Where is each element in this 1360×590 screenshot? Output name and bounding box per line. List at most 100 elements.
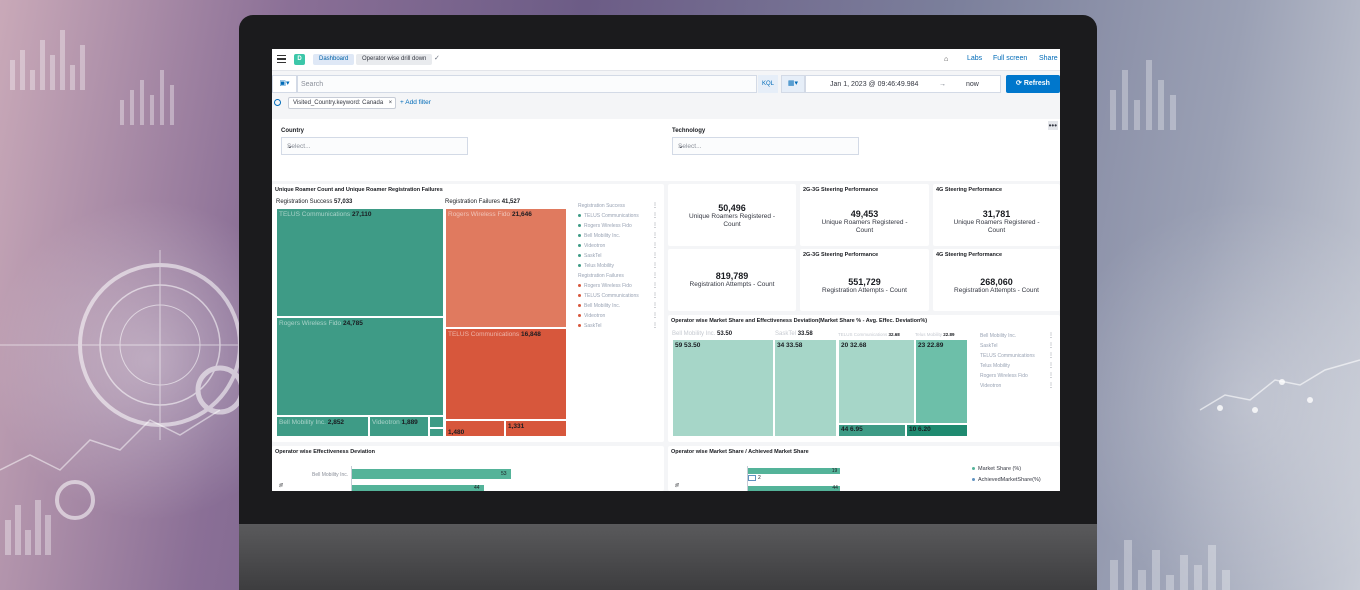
treemap-cell-market[interactable]: 10 6.20 <box>906 424 968 437</box>
treemap-cell-market[interactable]: 59 53.50 <box>672 339 774 437</box>
failure-header-label: Registration Failures <box>445 199 501 205</box>
legend-item[interactable]: AchievedMarketShare(%) <box>972 477 1041 483</box>
legend-item-menu-icons[interactable]: ⋮ ⋮ ⋮ ⋮ ⋮ ⋮ <box>1048 333 1054 389</box>
query-bar: ▣▾ Search KQL ▦▾ Jan 1, 2023 @ 09:46:49.… <box>272 75 1060 95</box>
treemap-cell-market[interactable]: 20 32.68 <box>838 339 915 424</box>
legend-item[interactable]: Rogers Wireless Fido <box>578 223 632 229</box>
search-input[interactable]: Search <box>297 75 757 93</box>
treemap-cell-market[interactable]: 23 22.89 <box>915 339 968 424</box>
filter-bar: Visited_Country.keyword: Canada × + Add … <box>272 97 1060 111</box>
achieved-market-share-bar[interactable] <box>748 475 756 481</box>
treemap-cell-market[interactable]: 34 33.58 <box>774 339 837 437</box>
legend-item-menu-icons[interactable]: ⋮ ⋮ ⋮ ⋮ ⋮ ⋮ ⋮ ⋮ ⋮ ⋮ ⋮ ⋮ ⋮ <box>652 203 658 329</box>
labs-link[interactable]: Labs <box>967 55 983 62</box>
legend-item[interactable]: Market Share (%) <box>972 466 1021 472</box>
treemap-cell-success[interactable]: Rogers Wireless Fido 24,785 <box>276 317 444 416</box>
legend-item[interactable]: SaskTel <box>578 253 602 259</box>
treemap-cell-success[interactable]: Videotron 1,889 <box>369 416 429 437</box>
date-start[interactable]: Jan 1, 2023 @ 09:46:49.984 <box>830 81 919 88</box>
legend-item[interactable]: Bell Mobility Inc. <box>578 303 620 309</box>
axis-unit-label: % <box>279 482 286 488</box>
hud-circle-graphic <box>0 250 245 520</box>
technology-placeholder: Select... <box>678 143 702 150</box>
treemap-cell-failure[interactable]: 1,331 <box>505 420 567 437</box>
effectiveness-bar[interactable] <box>352 485 484 491</box>
market-group-header: Bell Mobility Inc. 53.50 <box>672 331 733 337</box>
legend-item[interactable]: Telus Mobility <box>578 263 614 269</box>
legend-item[interactable]: TELUS Communications <box>578 293 639 299</box>
legend-item-label: Videotron <box>584 243 606 249</box>
glasses-icon[interactable]: ⌂ <box>944 56 949 63</box>
date-range-picker[interactable]: Jan 1, 2023 @ 09:46:49.984 → now <box>805 75 1001 93</box>
legend-item-label: Rogers Wireless Fido <box>584 283 632 289</box>
metric-value: 50,496 <box>718 203 746 213</box>
bar-category-label: Bell Mobility Inc. <box>312 472 349 478</box>
breadcrumb-dashboard[interactable]: Dashboard <box>313 54 355 65</box>
treemap-cell-success[interactable] <box>429 416 444 428</box>
check-icon: ✓ <box>434 55 440 62</box>
treemap-cell-success[interactable]: Bell Mobility Inc. 2,852 <box>276 416 369 437</box>
panel-title: Operator wise Effectiveness Deviation <box>275 449 375 455</box>
legend-item[interactable]: Rogers Wireless Fido <box>980 373 1028 379</box>
treemap-cell-failure[interactable]: Rogers Wireless Fido 21,646 <box>445 208 567 328</box>
chevron-down-icon: ⌄ <box>287 143 293 150</box>
panel-options-icon[interactable]: ••• <box>1047 121 1058 130</box>
treemap-cell-success[interactable]: TELUS Communications 27,110 <box>276 208 444 317</box>
metric-card: 50,496 Unique Roamers Registered - Count <box>668 184 796 246</box>
search-placeholder: Search <box>301 81 324 88</box>
close-icon[interactable]: × <box>388 100 393 106</box>
legend-dot <box>578 294 581 298</box>
app-badge[interactable]: D <box>294 54 305 65</box>
legend-item[interactable]: Rogers Wireless Fido <box>578 283 632 289</box>
legend-dot <box>578 324 581 328</box>
legend-item[interactable]: Videotron <box>578 243 605 249</box>
technology-select[interactable]: Select... ⌄ <box>672 137 859 155</box>
axis-line <box>747 466 748 491</box>
treemap-cell-market[interactable]: 44 6.95 <box>838 424 906 437</box>
add-filter-link[interactable]: + Add filter <box>400 99 431 106</box>
refresh-button[interactable]: ⟳ Refresh <box>1006 75 1060 93</box>
metric-value: 31,781 <box>982 209 1011 219</box>
legend-item[interactable]: TELUS Communications <box>980 353 1035 359</box>
market-share-bar[interactable] <box>748 468 840 474</box>
treemap-cell-success[interactable] <box>429 428 444 437</box>
legend-item[interactable]: Telus Mobility <box>980 363 1011 369</box>
chevron-down-icon: ⌄ <box>678 143 684 150</box>
right-line-graph-points <box>1217 379 1313 413</box>
legend-item[interactable]: Bell Mobility Inc. <box>980 333 1017 339</box>
full-screen-link[interactable]: Full screen <box>993 55 1028 62</box>
legend-item[interactable]: Videotron <box>578 313 605 319</box>
date-end[interactable]: now <box>966 81 979 88</box>
treemap-cell-label: 1,331 <box>508 423 525 430</box>
legend-item-label: SaskTel <box>584 253 602 259</box>
legend-dot <box>578 244 581 248</box>
legend-item[interactable]: Bell Mobility Inc. <box>578 233 620 239</box>
legend-dot <box>578 284 581 288</box>
calendar-icon[interactable]: ▦▾ <box>781 75 805 93</box>
metric-label: Registration Attempts - Count <box>689 281 775 288</box>
bar-value-label: 19 <box>831 468 838 474</box>
panel-title: Operator wise Market Share and Effective… <box>671 318 928 324</box>
legend-item[interactable]: Videotron <box>980 383 1002 389</box>
treemap-cell-label: Rogers Wireless Fido 21,646 <box>448 211 532 218</box>
country-select[interactable]: Select... ⌄ <box>281 137 468 155</box>
treemap-cell-failure[interactable]: 1,480 <box>445 420 505 437</box>
effectiveness-bar[interactable] <box>352 469 511 479</box>
treemap-cell-failure[interactable]: TELUS Communications 16,848 <box>445 328 567 420</box>
filter-pill[interactable]: Visited_Country.keyword: Canada × <box>288 97 397 109</box>
legend-item[interactable]: TELUS Communications <box>578 213 639 219</box>
breadcrumb-current-dashboard: Operator wise drill down <box>356 54 433 65</box>
controls-panel: Country Select... ⌄ Technology Select...… <box>272 119 1060 181</box>
query-language-button[interactable]: KQL <box>758 75 778 93</box>
filter-options-icon[interactable] <box>274 99 281 106</box>
legend-item[interactable]: SaskTel <box>980 343 998 349</box>
legend-item-label: AchievedMarketShare(%) <box>978 477 1041 483</box>
right-bar-chart-graphic <box>1110 60 1230 590</box>
share-link[interactable]: Share <box>1039 55 1058 62</box>
saved-query-menu-icon[interactable]: ▣▾ <box>272 75 297 93</box>
metric-card: 4G Steering Performance 31,781 Unique Ro… <box>933 184 1060 246</box>
market-share-bar[interactable] <box>748 486 841 491</box>
menu-icon[interactable] <box>277 55 286 64</box>
legend-item[interactable]: SaskTel <box>578 323 602 329</box>
market-share-treemap-panel: Operator wise Market Share and Effective… <box>668 315 1060 442</box>
